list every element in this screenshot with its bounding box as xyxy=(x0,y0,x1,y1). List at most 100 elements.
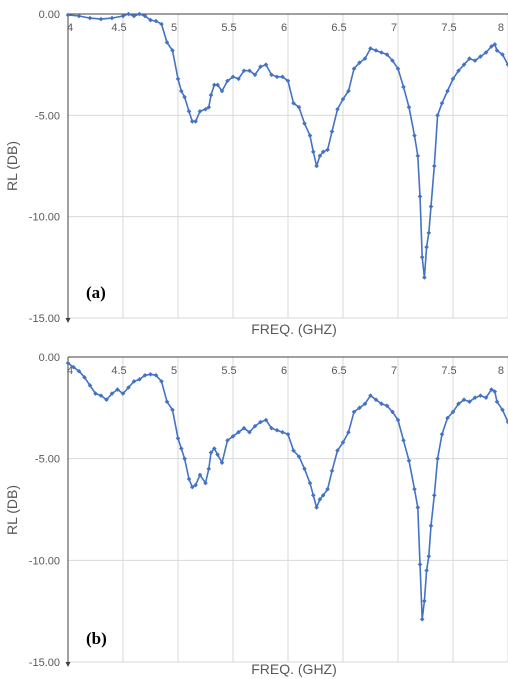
panel-a-data-point xyxy=(395,66,401,72)
panel-a-x-tick-label: 6 xyxy=(281,22,287,34)
panel-a-data-point xyxy=(492,42,498,47)
panel-b-x-axis-title: FREQ. (GHZ) xyxy=(251,661,337,677)
panel-a-data-point xyxy=(415,153,421,159)
panel-a-data-point xyxy=(148,17,153,23)
panel-b-data-point xyxy=(340,440,346,445)
panel-b-data-point xyxy=(263,417,269,423)
panel-a-data-point xyxy=(424,244,429,250)
panel-a-data-point xyxy=(225,78,230,84)
panel-b-data-point xyxy=(483,395,489,400)
panel-a-data-point xyxy=(432,163,437,169)
panel-b-data-point xyxy=(422,598,427,604)
panel-b-data-point xyxy=(109,391,115,396)
panel-b-data-point xyxy=(206,466,212,472)
panel-b-data-point xyxy=(478,393,483,398)
panel-b-data-point xyxy=(179,446,184,451)
panel-b-data-point xyxy=(148,371,153,377)
panel-a-data-point xyxy=(182,94,187,100)
panel-a-label: (a) xyxy=(86,283,106,302)
panel-a-data-point xyxy=(175,76,181,82)
panel-a-y-axis-title: RL (DB) xyxy=(4,141,20,191)
panel-a-data-point xyxy=(426,230,432,236)
panel-b-data-point xyxy=(494,399,500,405)
panel-b-data-point xyxy=(203,480,208,486)
panel-a-data-point xyxy=(379,50,384,55)
panel-b-y-axis-arrow xyxy=(65,662,71,667)
panel-b-data-point xyxy=(104,397,109,402)
panel-b-data-point xyxy=(269,425,274,431)
panel-a-data-point xyxy=(472,58,478,63)
panel-a-data-point xyxy=(87,15,93,21)
panel-b-data-point xyxy=(450,409,456,415)
panel-b-y-tick-label: -5.00 xyxy=(35,454,60,466)
panel-a-y-tick-label: -15.00 xyxy=(29,313,60,325)
panel-b-data-point xyxy=(320,492,326,498)
panel-b-x-tick-label: 5.5 xyxy=(221,365,236,377)
panel-a-data-point xyxy=(340,96,346,102)
panel-b-data-point xyxy=(424,568,429,573)
panel-a-data-point xyxy=(489,44,494,49)
panel-a-data-point xyxy=(137,11,142,17)
panel-a-data-point xyxy=(186,108,192,114)
panel-a-data-point xyxy=(258,64,263,69)
panel-a-data-point xyxy=(494,48,500,53)
panel-a-data-point xyxy=(500,52,505,57)
panel-b-data-point xyxy=(368,393,373,398)
panel-b-data-point xyxy=(241,425,247,431)
panel-b-data-point xyxy=(428,523,434,529)
panel-b-data-point xyxy=(208,450,214,455)
panel-a-data-point xyxy=(320,149,326,155)
panel-b-data-point xyxy=(492,389,498,394)
panel-b-data-point xyxy=(317,497,323,502)
panel-b-data-point xyxy=(65,360,71,366)
panel-a-data-point xyxy=(269,72,274,78)
panel-b-data-point xyxy=(247,429,252,435)
panel-b-data-point xyxy=(417,562,423,567)
panel-b-data-point xyxy=(280,429,285,435)
panel-a-data-point xyxy=(153,18,159,24)
panel-a-x-tick-label: 4 xyxy=(67,22,73,34)
panel-a-data-point xyxy=(302,121,307,126)
panel-a-data-point xyxy=(170,48,175,53)
panel-a-data-point xyxy=(329,129,335,134)
panel-a-data-point xyxy=(428,204,434,209)
panel-b-x-tick-label: 7.5 xyxy=(441,365,456,377)
panel-a-data-point xyxy=(65,12,71,18)
panel-a-data-point xyxy=(314,163,319,169)
panel-a-data-point xyxy=(285,78,291,84)
panel-b-data-point xyxy=(98,393,104,398)
panel-a-data-point xyxy=(241,68,247,74)
panel-b-data-point xyxy=(362,401,368,407)
panel-a-data-point xyxy=(357,60,362,65)
panel-a-data-point xyxy=(98,16,104,22)
panel-b-data-point xyxy=(252,423,258,429)
panel-a-data-point xyxy=(467,56,472,61)
panel-b-data-point xyxy=(190,484,195,490)
panel-a-data-point xyxy=(390,58,395,63)
panel-b-label: (b) xyxy=(86,629,107,648)
panel-a-data-point xyxy=(131,13,137,19)
panel-b-data-point xyxy=(445,415,450,421)
panel-b-data-point xyxy=(390,409,395,415)
panel-a-data-point xyxy=(280,74,285,80)
panel-b-data-point xyxy=(285,431,291,437)
panel-b-data-point xyxy=(357,405,362,411)
panel-b-data-point xyxy=(87,383,93,388)
panel-b-data-point xyxy=(236,429,241,435)
panel-b-data-point xyxy=(379,401,384,407)
panel-a-data-point xyxy=(406,104,412,110)
panel-a-data-point xyxy=(317,153,323,159)
panel-b-x-tick-label: 6 xyxy=(281,365,287,377)
panel-a-data-point xyxy=(368,46,373,51)
panel-a-data-point xyxy=(445,88,450,94)
panel-b-y-tick-label: -10.00 xyxy=(29,555,60,567)
panel-b-data-point xyxy=(126,385,131,390)
panel-a-data-point xyxy=(120,13,126,19)
panel-a-data-point xyxy=(505,62,508,67)
panel-b-data-point xyxy=(472,395,478,400)
panel-b-data-point xyxy=(212,446,217,451)
panel-a-data-point xyxy=(346,88,351,94)
panel-a-data-point xyxy=(197,108,203,114)
panel-b-data-point xyxy=(435,456,440,461)
